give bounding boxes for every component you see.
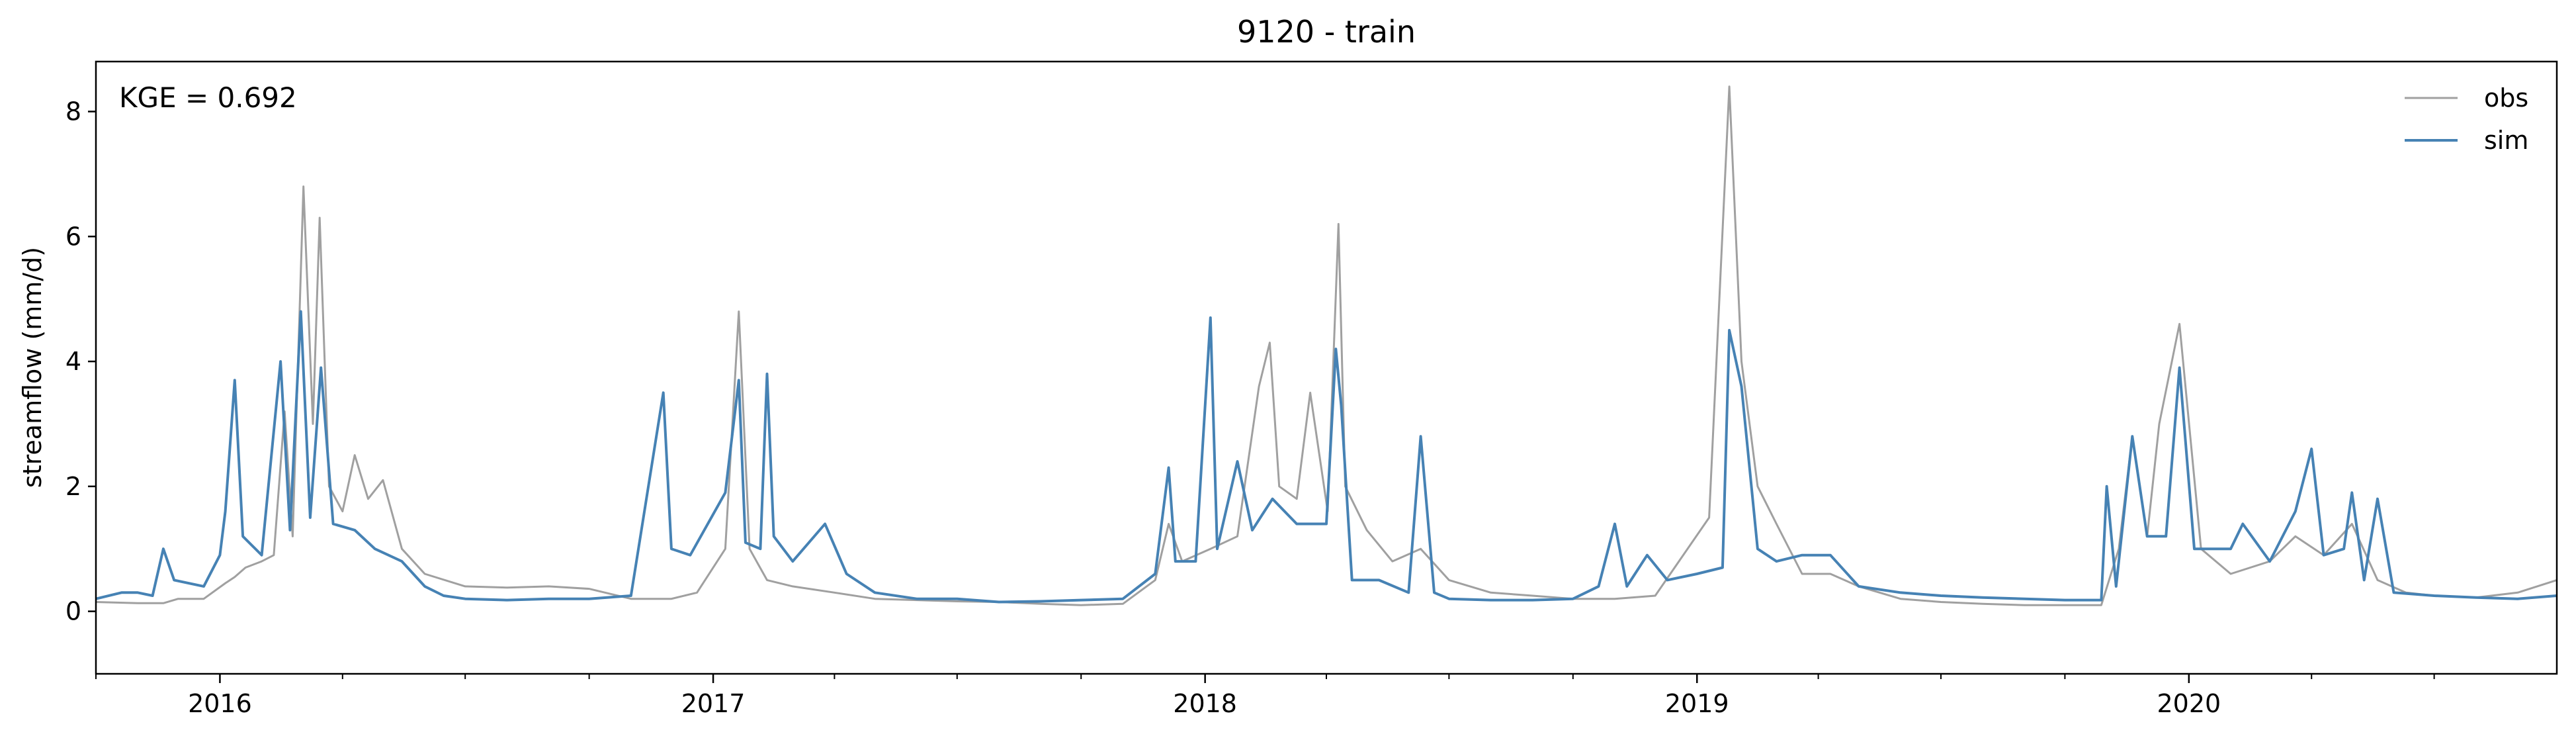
series-layer [95,85,2557,606]
x-tick-label: 2019 [1665,689,1729,718]
plot-background [96,62,2557,674]
legend: obs sim [2405,83,2528,155]
series-line-sim [95,310,2557,604]
y-tick-label: 0 [65,597,81,626]
x-tick-label: 2020 [2157,689,2221,718]
x-tick-label: 2017 [681,689,746,718]
legend-label-obs: obs [2484,83,2528,113]
y-tick-label: 4 [65,347,81,376]
legend-label-sim: sim [2484,126,2528,155]
kge-annotation: KGE = 0.692 [119,81,297,114]
y-axis: 0 2 4 6 8 [65,97,96,626]
chart-title: 9120 - train [1237,14,1416,50]
plot-area [95,60,2558,675]
y-tick-label: 6 [65,222,81,251]
x-tick-label: 2016 [188,689,252,718]
y-axis-label: streamflow (mm/d) [18,247,47,488]
y-tick-label: 2 [65,472,81,501]
x-axis: 2016 2017 2018 2019 2020 [95,674,2435,718]
x-tick-label: 2018 [1173,689,1237,718]
y-tick-label: 8 [65,97,81,126]
